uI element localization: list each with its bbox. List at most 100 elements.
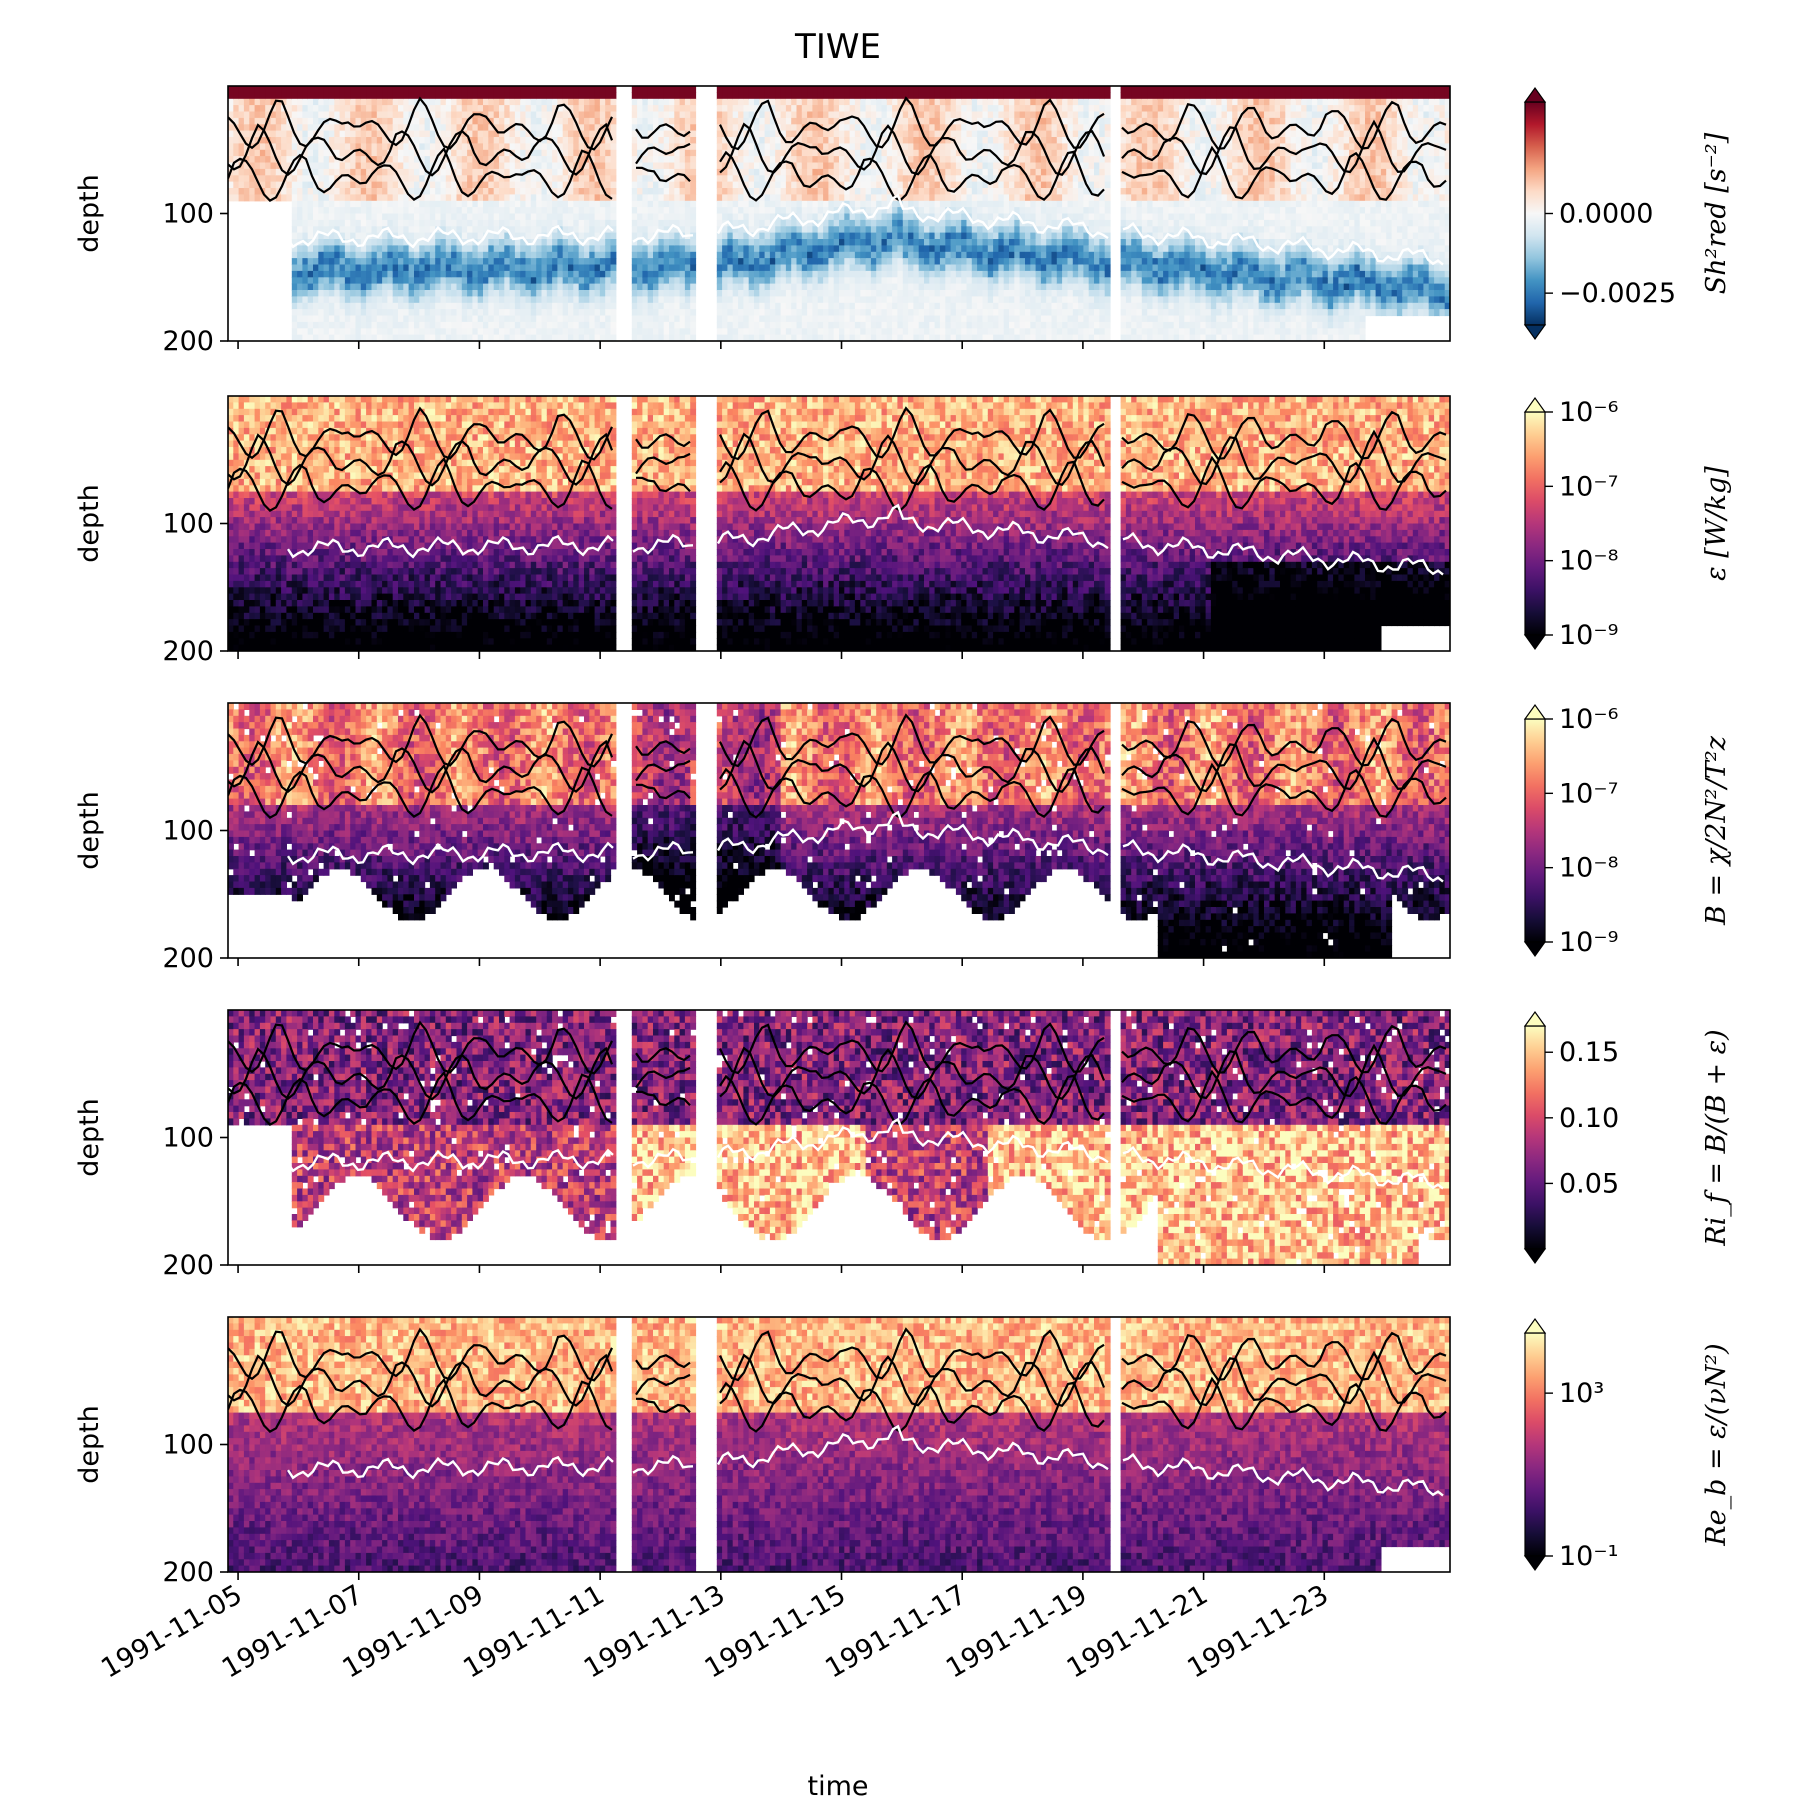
heatmap-cell bbox=[684, 156, 691, 164]
heatmap-cell bbox=[929, 264, 936, 272]
heatmap-cell bbox=[398, 162, 404, 170]
heatmap-cell bbox=[291, 226, 298, 234]
heatmap-cell bbox=[839, 213, 845, 221]
heatmap-cell bbox=[637, 175, 643, 183]
heatmap-cell bbox=[610, 175, 617, 183]
heatmap-cell bbox=[732, 245, 739, 253]
heatmap-cell bbox=[323, 92, 330, 100]
heatmap-cell bbox=[679, 86, 686, 93]
heatmap-cell bbox=[849, 321, 856, 329]
heatmap-cell bbox=[557, 124, 564, 132]
heatmap-cell bbox=[663, 111, 670, 119]
heatmap-cell bbox=[669, 277, 675, 285]
heatmap-cell bbox=[307, 130, 314, 138]
heatmap-cell bbox=[610, 290, 617, 297]
heatmap-cell bbox=[408, 117, 415, 125]
heatmap-cell bbox=[642, 213, 649, 221]
heatmap-cell bbox=[589, 302, 596, 310]
heatmap-cell bbox=[727, 302, 734, 310]
heatmap-cell bbox=[945, 321, 952, 329]
heatmap-cell bbox=[376, 277, 383, 285]
heatmap-cell bbox=[929, 130, 936, 138]
heatmap-cell bbox=[817, 86, 824, 93]
heatmap-cell bbox=[775, 175, 782, 183]
heatmap-cell bbox=[424, 219, 431, 227]
heatmap-cell bbox=[440, 283, 447, 291]
heatmap-cell bbox=[780, 194, 787, 202]
heatmap-cell bbox=[738, 296, 744, 304]
heatmap-cell bbox=[716, 328, 723, 336]
heatmap-cell bbox=[823, 328, 829, 336]
heatmap-cell bbox=[467, 334, 473, 341]
heatmap-cell bbox=[578, 334, 585, 341]
heatmap-cell bbox=[382, 321, 388, 329]
heatmap-cell bbox=[748, 239, 755, 246]
heatmap-cell bbox=[281, 86, 287, 93]
heatmap-cell bbox=[775, 92, 782, 100]
heatmap-cell bbox=[892, 232, 898, 240]
heatmap-cell bbox=[764, 162, 771, 170]
heatmap-cell bbox=[568, 277, 574, 285]
heatmap-cell bbox=[854, 315, 861, 323]
heatmap-cell bbox=[759, 98, 766, 106]
heatmap-cell bbox=[392, 219, 399, 227]
heatmap-cell bbox=[860, 124, 867, 132]
heatmap-cell bbox=[663, 277, 670, 285]
heatmap-cell bbox=[403, 219, 410, 227]
heatmap-cell bbox=[584, 309, 590, 317]
heatmap-cell bbox=[599, 321, 606, 329]
heatmap-cell bbox=[307, 188, 314, 195]
heatmap-cell bbox=[435, 143, 442, 151]
heatmap-cell bbox=[467, 270, 473, 278]
heatmap-cell bbox=[722, 226, 728, 234]
heatmap-cell bbox=[876, 111, 883, 119]
heatmap-cell bbox=[313, 86, 319, 93]
heatmap-cell bbox=[584, 270, 590, 278]
heatmap-cell bbox=[934, 277, 941, 285]
heatmap-cell bbox=[690, 117, 697, 125]
heatmap-cell bbox=[568, 328, 574, 336]
heatmap-cell bbox=[318, 290, 325, 297]
heatmap-cell bbox=[270, 181, 277, 189]
heatmap-cell bbox=[584, 232, 590, 240]
heatmap-cell bbox=[743, 175, 750, 183]
heatmap-cell bbox=[594, 111, 601, 119]
heatmap-cell bbox=[839, 149, 845, 157]
heatmap-cell bbox=[934, 219, 941, 227]
heatmap-cell bbox=[785, 149, 792, 157]
heatmap-cell bbox=[716, 296, 723, 304]
heatmap-cell bbox=[578, 219, 585, 227]
heatmap-cell bbox=[807, 315, 813, 323]
heatmap-cell bbox=[828, 296, 835, 304]
heatmap-cell bbox=[955, 239, 962, 246]
heatmap-cell bbox=[557, 105, 564, 113]
heatmap-cell bbox=[414, 321, 420, 329]
heatmap-cell bbox=[716, 194, 723, 202]
heatmap-cell bbox=[259, 137, 266, 144]
heatmap-cell bbox=[913, 226, 920, 234]
heatmap-cell bbox=[291, 309, 298, 317]
heatmap-cell bbox=[610, 283, 617, 291]
heatmap-cell bbox=[265, 175, 272, 183]
heatmap-cell bbox=[801, 213, 808, 221]
heatmap-cell bbox=[849, 213, 856, 221]
heatmap-cell bbox=[493, 239, 500, 246]
heatmap-cell bbox=[748, 219, 755, 227]
heatmap-cell bbox=[472, 226, 479, 234]
heatmap-cell bbox=[520, 321, 527, 329]
heatmap-cell bbox=[950, 251, 957, 259]
heatmap-cell bbox=[791, 181, 798, 189]
heatmap-cell bbox=[552, 156, 558, 164]
heatmap-cell bbox=[291, 181, 298, 189]
heatmap-cell bbox=[854, 251, 861, 259]
heatmap-cell bbox=[488, 149, 495, 157]
heatmap-cell bbox=[270, 188, 277, 195]
heatmap-cell bbox=[610, 111, 617, 119]
heatmap-cell bbox=[844, 328, 851, 336]
heatmap-cell bbox=[382, 105, 388, 113]
heatmap-cell bbox=[674, 111, 681, 119]
heatmap-cell bbox=[477, 302, 484, 310]
heatmap-cell bbox=[716, 149, 723, 157]
heatmap-cell bbox=[642, 290, 649, 297]
heatmap-cell bbox=[679, 334, 686, 341]
